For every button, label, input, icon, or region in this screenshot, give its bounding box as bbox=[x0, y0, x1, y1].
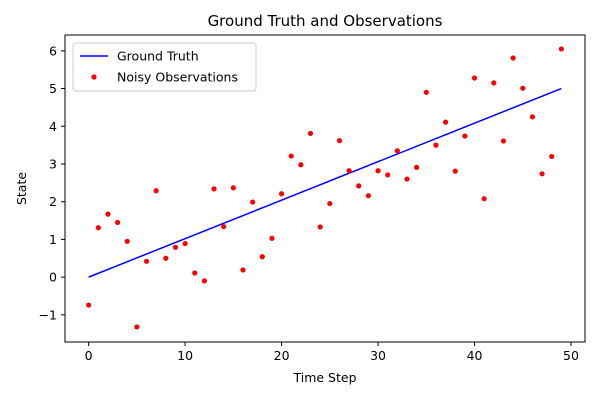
x-tick-label: 0 bbox=[85, 348, 93, 363]
observation-point bbox=[356, 183, 362, 189]
observation-point bbox=[346, 168, 352, 174]
x-tick-label: 50 bbox=[563, 348, 579, 363]
y-tick-label: 1 bbox=[49, 232, 57, 247]
observation-point bbox=[385, 172, 391, 178]
observation-point bbox=[462, 133, 468, 139]
y-axis-label: State bbox=[14, 172, 29, 205]
observation-point bbox=[124, 238, 130, 244]
legend-point-swatch bbox=[91, 74, 97, 80]
ground-truth-line bbox=[88, 87, 562, 278]
y-tick-label: 3 bbox=[49, 156, 57, 171]
y-tick-label: 5 bbox=[49, 81, 57, 96]
observation-point bbox=[375, 168, 381, 174]
y-tick-label: 2 bbox=[49, 194, 57, 209]
observation-point bbox=[327, 200, 333, 207]
observation-point bbox=[95, 225, 101, 231]
legend: Ground Truth Noisy Observations bbox=[72, 42, 257, 92]
y-tick-label: 0 bbox=[49, 270, 57, 285]
observation-point bbox=[114, 219, 121, 226]
observation-point bbox=[539, 171, 545, 177]
x-tick-label: 30 bbox=[370, 348, 386, 363]
observation-point bbox=[423, 89, 429, 95]
observation-point bbox=[163, 255, 169, 261]
observation-point bbox=[481, 196, 487, 202]
observation-point bbox=[404, 176, 410, 182]
observation-point bbox=[278, 191, 285, 197]
observation-point bbox=[182, 240, 188, 247]
observation-point bbox=[529, 114, 536, 120]
observation-point bbox=[250, 199, 256, 205]
observation-point bbox=[336, 138, 343, 144]
y-tick-label: 4 bbox=[49, 119, 57, 134]
observation-point bbox=[520, 85, 526, 91]
x-tick-label: 10 bbox=[177, 348, 193, 363]
observation-point bbox=[500, 138, 507, 144]
observation-point bbox=[307, 130, 314, 137]
axes-frame bbox=[64, 34, 586, 343]
observation-point bbox=[442, 119, 449, 125]
observation-point bbox=[414, 164, 420, 170]
observation-point bbox=[510, 55, 516, 61]
chart-title: Ground Truth and Observations bbox=[208, 12, 443, 30]
observation-point bbox=[558, 46, 564, 52]
observation-point bbox=[240, 267, 246, 273]
x-axis: 0 10 20 30 40 50 bbox=[85, 342, 579, 363]
observation-point bbox=[433, 142, 439, 148]
legend-entry: Ground Truth bbox=[117, 49, 199, 64]
observation-point bbox=[172, 244, 179, 250]
observation-point bbox=[221, 223, 227, 230]
observation-point bbox=[452, 168, 458, 174]
observation-point bbox=[394, 148, 400, 154]
observation-point bbox=[86, 302, 92, 308]
observation-point bbox=[288, 153, 294, 159]
legend-box bbox=[72, 42, 257, 92]
y-tick-label: −1 bbox=[39, 307, 57, 322]
observation-point bbox=[143, 258, 150, 264]
observation-point bbox=[269, 235, 275, 241]
observation-point bbox=[298, 162, 304, 168]
observation-point bbox=[201, 278, 208, 284]
plot-area bbox=[86, 46, 564, 330]
observation-point bbox=[317, 224, 323, 230]
observation-point bbox=[105, 211, 111, 217]
observation-point bbox=[365, 193, 372, 199]
observation-point bbox=[259, 254, 265, 260]
observation-point bbox=[230, 185, 236, 191]
observation-point bbox=[192, 270, 198, 276]
x-axis-label: Time Step bbox=[292, 370, 356, 385]
observation-point bbox=[549, 153, 555, 160]
observation-point bbox=[134, 324, 140, 330]
observation-point bbox=[211, 186, 217, 192]
observation-point bbox=[471, 75, 478, 81]
x-tick-label: 20 bbox=[274, 348, 290, 363]
legend-entry: Noisy Observations bbox=[117, 70, 238, 85]
x-tick-label: 40 bbox=[467, 348, 483, 363]
observation-point bbox=[153, 188, 159, 194]
y-axis: −1 0 1 2 3 4 5 6 bbox=[39, 43, 65, 322]
y-tick-label: 6 bbox=[49, 43, 57, 58]
observation-point bbox=[491, 80, 497, 86]
